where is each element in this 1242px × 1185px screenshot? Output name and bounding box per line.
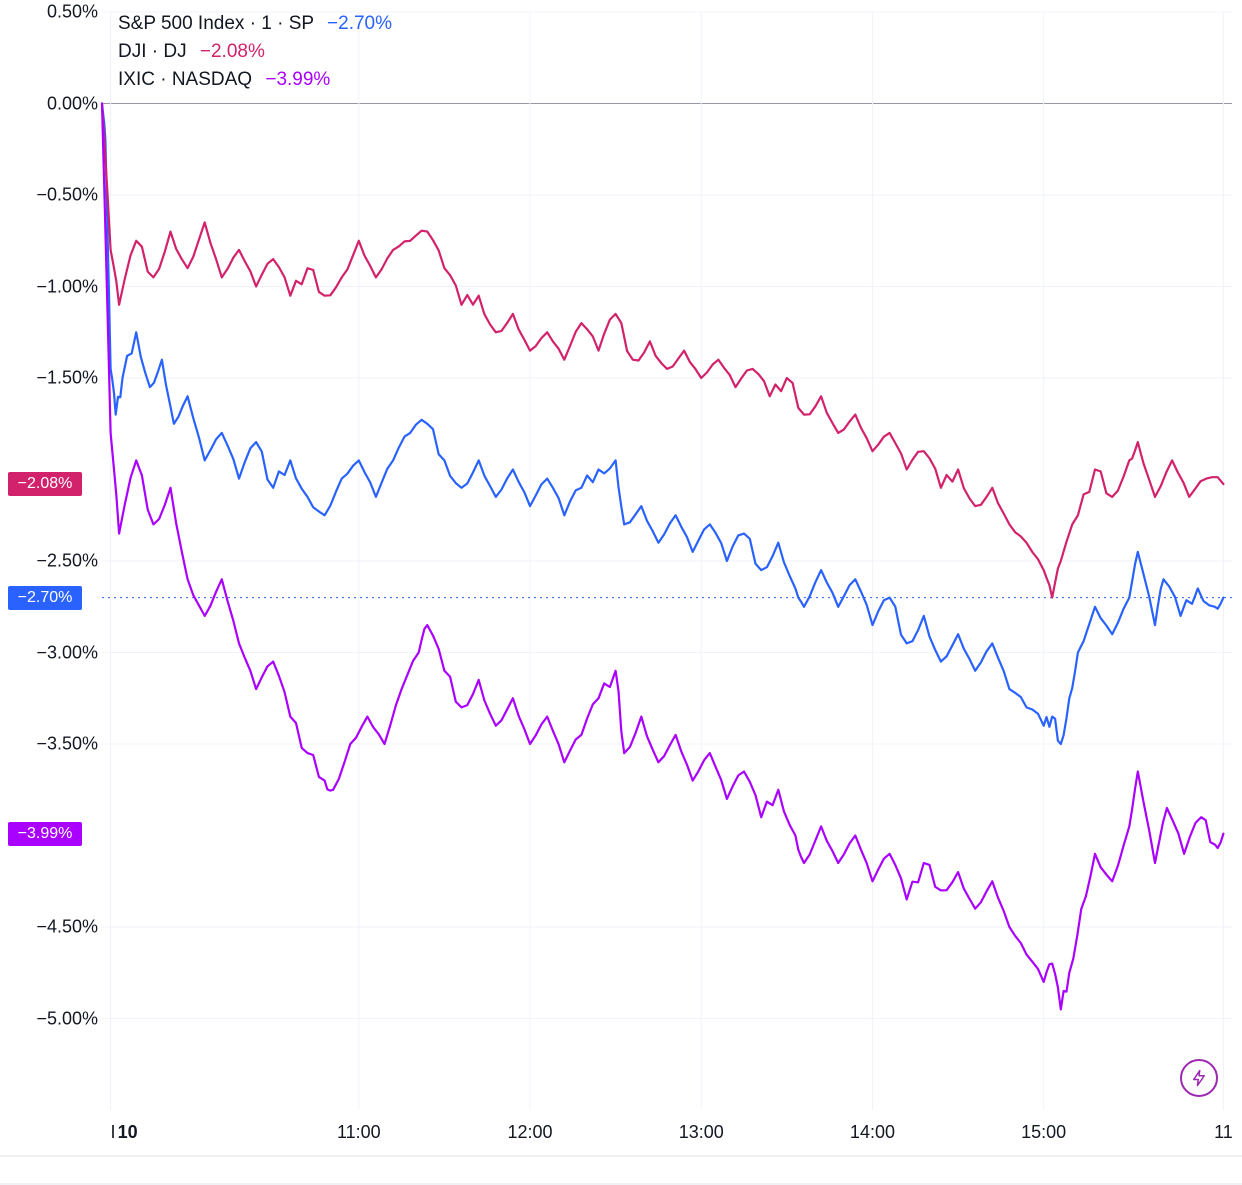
legend-value: −3.99% [265, 69, 330, 90]
y-axis-tick: −3.00% [8, 642, 98, 663]
legend-row-ixic[interactable]: IXIC · NASDAQ −3.99% [118, 66, 392, 94]
chart-legend: S&P 500 Index · 1 · SP −2.70% DJI · DJ −… [118, 10, 392, 94]
y-axis-tick: −2.50% [8, 551, 98, 572]
y-axis-tick: −0.50% [8, 185, 98, 206]
legend-value: −2.70% [327, 13, 392, 34]
legend-row-dji[interactable]: DJI · DJ −2.08% [118, 38, 392, 66]
legend-label: IXIC · NASDAQ [118, 69, 252, 90]
x-axis-tick: 15:00 [1021, 1122, 1066, 1143]
legend-label: S&P 500 Index · 1 · SP [118, 13, 314, 34]
lightning-icon [1190, 1069, 1208, 1087]
y-axis-tick: −4.50% [8, 917, 98, 938]
series-line-spx[interactable] [102, 104, 1223, 745]
y-axis-tick: −5.00% [8, 1008, 98, 1029]
x-axis-tick: 11 [1214, 1122, 1233, 1143]
x-axis-tick: 11:00 [337, 1122, 381, 1143]
y-axis-tick: −3.50% [8, 734, 98, 755]
legend-label: DJI · DJ [118, 41, 187, 62]
x-axis-tick: 14:00 [850, 1122, 895, 1143]
price-label-badge[interactable]: −3.99% [8, 822, 82, 846]
series-line-ixic[interactable] [102, 104, 1223, 1010]
series-line-dji[interactable] [102, 104, 1223, 598]
x-axis-tick: 13:00 [679, 1122, 724, 1143]
price-label-badge[interactable]: −2.08% [8, 472, 82, 496]
y-axis-tick: 0.00% [8, 93, 98, 114]
price-label-badge[interactable]: −2.70% [8, 586, 82, 610]
y-axis-tick: −1.50% [8, 368, 98, 389]
legend-value: −2.08% [200, 41, 265, 62]
y-axis-tick: −1.00% [8, 276, 98, 297]
x-axis-tick: I10 [111, 1122, 138, 1143]
legend-row-spx[interactable]: S&P 500 Index · 1 · SP −2.70% [118, 10, 392, 38]
y-axis-tick: 0.50% [8, 2, 98, 23]
replay-button[interactable] [1180, 1059, 1218, 1097]
chart-canvas[interactable] [0, 0, 1242, 1185]
x-axis-tick: 12:00 [507, 1122, 552, 1143]
stock-comparison-chart[interactable]: S&P 500 Index · 1 · SP −2.70% DJI · DJ −… [0, 0, 1242, 1185]
